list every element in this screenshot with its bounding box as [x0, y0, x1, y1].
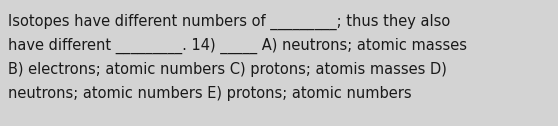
Text: Isotopes have different numbers of _________; thus they also: Isotopes have different numbers of _____… [8, 14, 450, 30]
Text: have different _________. 14) _____ A) neutrons; atomic masses: have different _________. 14) _____ A) n… [8, 38, 467, 54]
Text: neutrons; atomic numbers E) protons; atomic numbers: neutrons; atomic numbers E) protons; ato… [8, 86, 412, 101]
Text: B) electrons; atomic numbers C) protons; atomis masses D): B) electrons; atomic numbers C) protons;… [8, 62, 447, 77]
